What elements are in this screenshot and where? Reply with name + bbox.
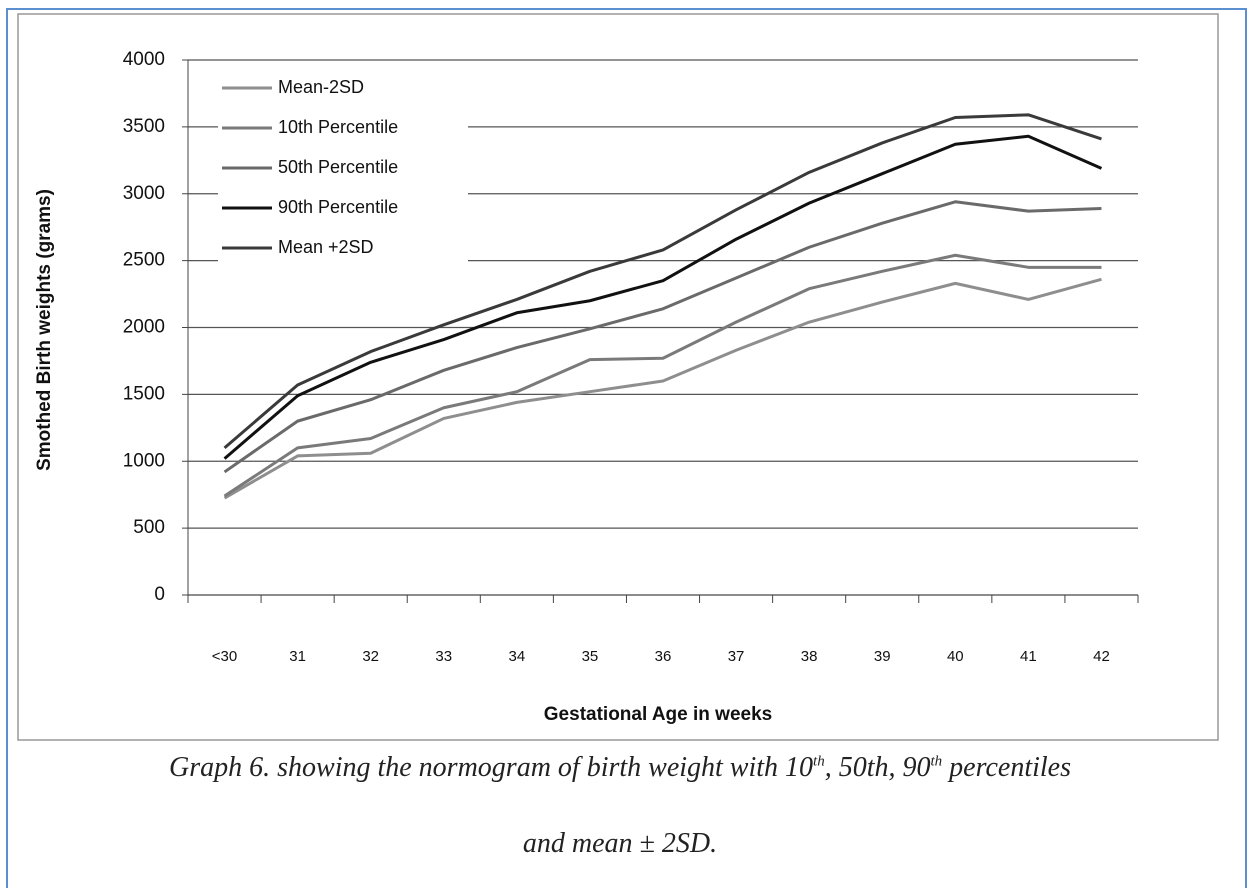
x-tick-label: 40 — [947, 648, 964, 665]
y-tick-label: 1000 — [123, 450, 165, 471]
page-frame — [6, 8, 1247, 888]
x-tick-label: 39 — [874, 648, 891, 665]
caption-sup: th — [813, 753, 825, 770]
x-axis-title: Gestational Age in weeks — [544, 704, 772, 725]
y-tick-label: 2000 — [123, 317, 165, 338]
series-line — [223, 277, 1102, 500]
x-tick-label: 37 — [728, 648, 745, 665]
x-tick-label: 35 — [582, 648, 599, 665]
y-axis-title: Smothed Birth weights (grams) — [34, 189, 55, 471]
y-tick-label: 4000 — [123, 49, 165, 70]
chart-border — [17, 13, 1219, 741]
caption-text: percentiles — [942, 752, 1071, 783]
x-tick-label: 41 — [1020, 648, 1037, 665]
legend-label: 10th Percentile — [278, 117, 398, 137]
x-tick-label: 36 — [655, 648, 672, 665]
x-tick-label: 34 — [509, 648, 526, 665]
legend-label: 90th Percentile — [278, 197, 398, 217]
caption-sup: th — [930, 753, 943, 770]
series-line — [223, 113, 1102, 450]
x-tick-label: 33 — [435, 648, 452, 665]
y-tick-label: 2500 — [123, 250, 165, 271]
caption-line2: and mean ± 2SD. — [522, 828, 718, 859]
y-tick-label: 3000 — [123, 183, 165, 204]
legend-label: 50th Percentile — [278, 157, 398, 177]
caption-text: Graph 6. showing the normogram of birth … — [169, 752, 814, 783]
legend-label: Mean +2SD — [278, 237, 374, 257]
series-line — [223, 134, 1103, 460]
series-line — [223, 253, 1102, 498]
y-tick-label: 500 — [133, 517, 165, 538]
x-tick-label: <30 — [212, 648, 237, 665]
x-tick-label: 31 — [289, 648, 306, 665]
y-tick-label: 3500 — [123, 116, 165, 137]
series-line — [223, 200, 1102, 474]
legend-label: Mean-2SD — [278, 77, 364, 97]
y-tick-label: 0 — [154, 584, 165, 605]
x-tick-label: 38 — [801, 648, 818, 665]
y-tick-label: 1500 — [123, 383, 165, 404]
caption-text: , 50th, 90 — [824, 752, 931, 783]
x-tick-label: 42 — [1093, 648, 1110, 665]
x-tick-label: 32 — [362, 648, 379, 665]
caption-line1: Graph 6. showing the normogram of birth … — [0, 752, 1240, 784]
